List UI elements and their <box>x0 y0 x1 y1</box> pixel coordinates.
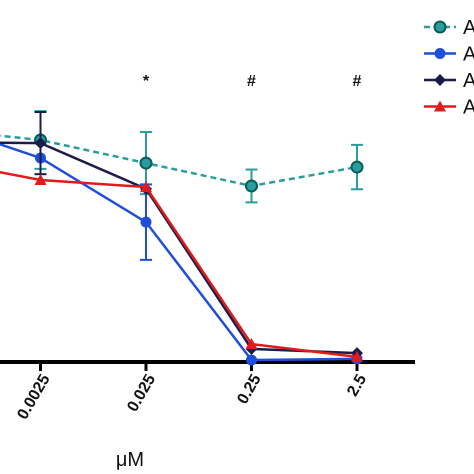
legend-label: A <box>463 70 474 92</box>
data-point <box>350 160 364 174</box>
data-point <box>34 137 47 150</box>
x-tick-label: 0.0025 <box>14 372 53 423</box>
data-point <box>246 354 257 366</box>
series-line <box>0 134 358 188</box>
x-tick-label: 2.5 <box>344 372 370 400</box>
data-point <box>245 338 258 350</box>
legend-marker <box>434 48 446 59</box>
data-point <box>140 181 152 193</box>
data-point <box>245 179 258 193</box>
data-point <box>34 173 47 185</box>
legend-label: A <box>463 17 474 39</box>
legend-marker <box>433 20 447 34</box>
data-point <box>139 156 153 170</box>
series-line <box>0 141 358 355</box>
legend-marker <box>434 74 446 86</box>
annotation: # <box>353 73 362 90</box>
legend-label: A <box>463 44 474 66</box>
annotation: # <box>247 73 256 90</box>
series-line <box>0 142 358 362</box>
x-tick-label: 0.25 <box>234 372 264 408</box>
legend-label: A <box>463 97 474 119</box>
x-axis-label: μM <box>116 449 144 471</box>
data-point <box>351 350 363 362</box>
series-line <box>0 171 358 359</box>
legend-marker <box>434 100 446 112</box>
annotation: * <box>143 73 150 90</box>
data-point <box>140 216 152 228</box>
x-tick-label: 0.025 <box>124 372 159 415</box>
